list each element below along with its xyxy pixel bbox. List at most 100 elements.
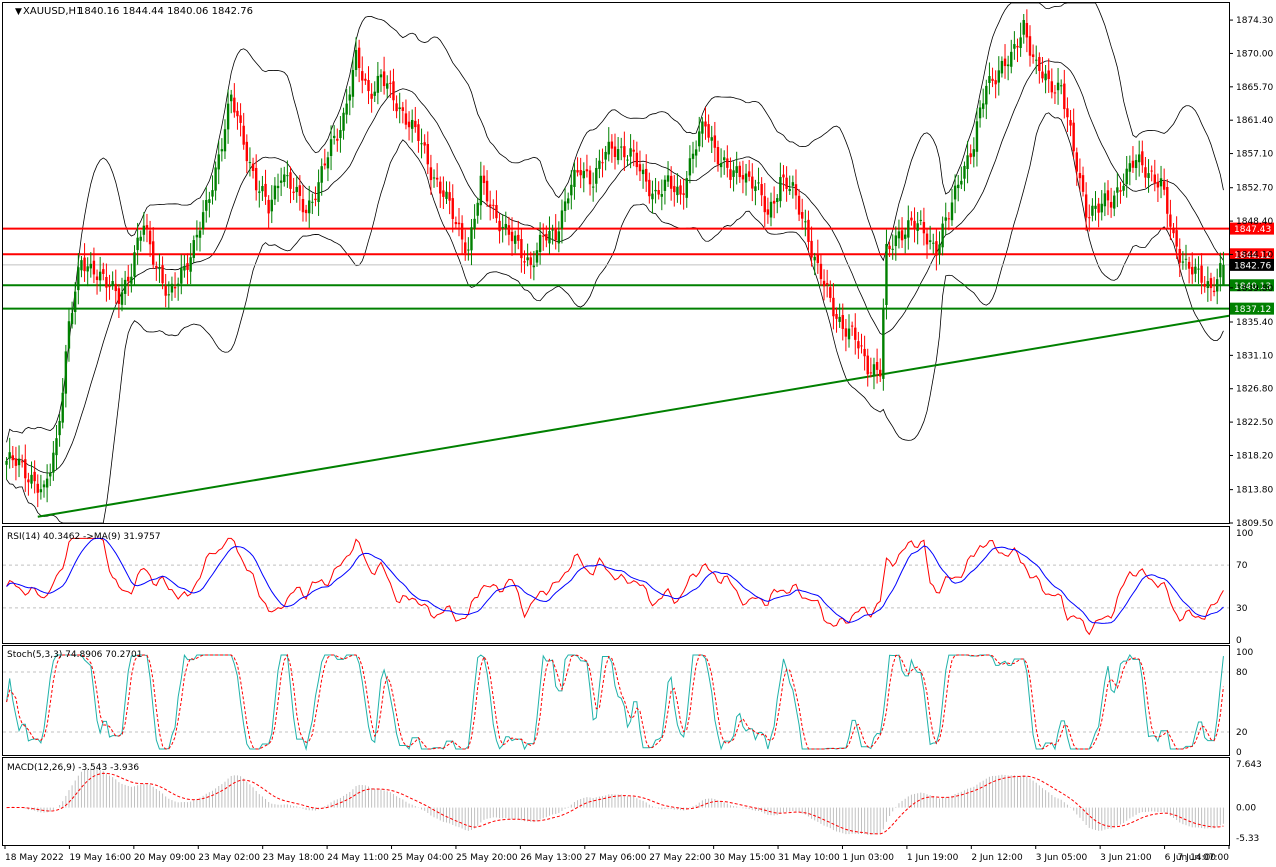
candle-64 (205, 187, 208, 223)
candle-35 (114, 269, 117, 304)
candle-169 (532, 250, 536, 281)
candle-87 (276, 173, 280, 202)
candle-81 (258, 180, 261, 208)
candle-377 (1181, 251, 1185, 270)
candle-66 (211, 175, 214, 205)
candle-193 (607, 127, 610, 162)
candle-346 (1084, 182, 1088, 231)
candle-205 (645, 154, 648, 192)
candle-36 (117, 283, 121, 319)
rsi-tick-label-0: 100 (1236, 529, 1253, 539)
candle-48 (155, 261, 158, 281)
time-tick-label-17: 3 Jun 21:00 (1100, 853, 1152, 863)
candle-126 (398, 92, 401, 124)
candle-207 (651, 180, 654, 214)
candle-294 (922, 207, 926, 246)
candle-340 (1066, 97, 1069, 132)
candle-42 (136, 222, 139, 265)
candle-266 (835, 307, 838, 333)
candle-348 (1091, 198, 1094, 222)
stochastic-k-line (6, 653, 1224, 751)
candle-21 (70, 301, 74, 329)
candle-57 (183, 255, 186, 278)
candle-117 (370, 83, 373, 113)
candle-362 (1134, 154, 1138, 181)
candle-103 (326, 151, 330, 182)
candle-89 (283, 166, 286, 187)
candle-327 (1025, 9, 1029, 53)
candle-307 (963, 161, 966, 192)
candle-296 (928, 225, 932, 250)
candle-215 (676, 173, 679, 203)
rsi-ma-line (6, 537, 1224, 624)
candle-129 (407, 111, 411, 141)
candle-383 (1200, 253, 1203, 295)
candle-379 (1187, 256, 1191, 284)
candle-32 (105, 263, 108, 302)
candle-191 (601, 148, 604, 178)
candle-15 (52, 441, 55, 481)
macd-axis: 7.643 0.00 -5.33 (1236, 760, 1262, 844)
candle-137 (432, 169, 436, 188)
candle-23 (77, 252, 80, 305)
candle-24 (80, 255, 83, 278)
rsi-tick-label-2: 30 (1236, 604, 1248, 614)
candle-50 (161, 256, 164, 290)
candles (5, 9, 1225, 508)
candle-216 (679, 179, 682, 205)
candle-76 (242, 112, 245, 150)
candle-385 (1206, 266, 1210, 302)
horizontal-levels: 1847.43 1844.12 1840.13 1837.12 1842.76 (3, 222, 1274, 315)
candle-256 (804, 209, 807, 237)
candle-249 (782, 165, 785, 192)
candle-99 (314, 186, 317, 207)
bollinger-lower (6, 112, 1224, 524)
candle-248 (779, 162, 782, 208)
candle-306 (960, 166, 963, 190)
macd-tick-label-1: 0.00 (1236, 804, 1256, 814)
candle-84 (267, 195, 270, 228)
candle-276 (866, 348, 869, 387)
candle-336 (1053, 84, 1057, 104)
candle-187 (588, 165, 592, 196)
candle-128 (404, 99, 408, 130)
candle-70 (223, 119, 227, 159)
time-tick-label-16: 3 Jun 05:00 (1036, 853, 1088, 863)
price-tick-label-12: 1822.50 (1236, 418, 1273, 428)
candle-4 (17, 445, 21, 478)
candle-352 (1103, 182, 1107, 217)
candle-290 (910, 211, 913, 226)
rsi-line (6, 537, 1224, 636)
candle-270 (847, 314, 851, 348)
candle-153 (482, 165, 486, 195)
candle-180 (566, 192, 570, 210)
candle-277 (869, 357, 873, 378)
candle-9 (33, 460, 36, 494)
candle-142 (448, 181, 451, 215)
candle-17 (58, 414, 61, 447)
macd-pane: 7.643 0.00 -5.33 MACD(12,26,9) -3.543 -3.9… (2, 757, 1262, 846)
stochastic-label: Stoch(5,3,3) 74.8906 70.2701 (7, 650, 142, 660)
candle-130 (410, 109, 414, 143)
rsi-label: RSI(14) 40.3462 ->MA(9) 31.9757 (7, 532, 161, 542)
candle-380 (1191, 252, 1194, 284)
candle-61 (195, 220, 199, 251)
candle-96 (304, 204, 308, 222)
time-tick-label-3: 23 May 02:00 (198, 853, 260, 863)
candle-155 (488, 190, 492, 221)
candle-261 (819, 254, 823, 286)
candle-386 (1209, 272, 1213, 302)
rsi-lines (3, 537, 1229, 636)
candle-108 (342, 107, 345, 140)
candle-182 (573, 162, 576, 200)
candle-184 (579, 157, 582, 189)
candle-316 (991, 67, 994, 88)
candle-25 (83, 243, 86, 282)
candle-115 (364, 73, 367, 85)
candle-376 (1178, 238, 1181, 278)
header-arrow-icon[interactable]: ▼ (15, 7, 22, 17)
time-tick-label-13: 1 Jun 03:00 (842, 853, 894, 863)
candle-305 (957, 175, 960, 202)
